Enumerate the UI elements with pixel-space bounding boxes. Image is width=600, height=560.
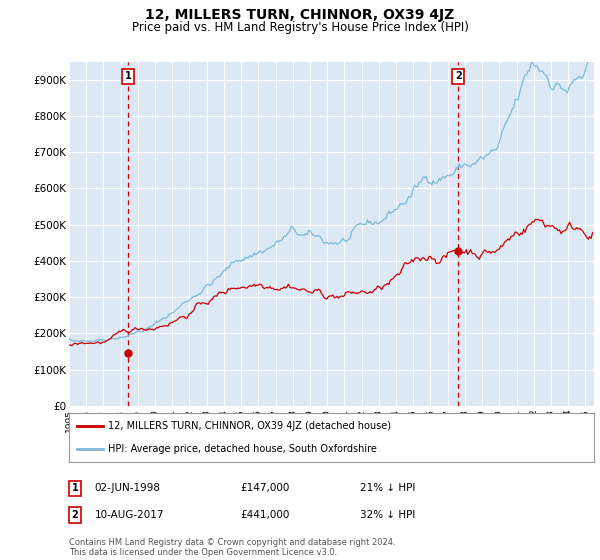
Text: 2: 2 <box>71 510 79 520</box>
Text: Price paid vs. HM Land Registry's House Price Index (HPI): Price paid vs. HM Land Registry's House … <box>131 21 469 34</box>
Text: 1: 1 <box>71 483 79 493</box>
Text: 2: 2 <box>455 71 461 81</box>
Text: 1: 1 <box>124 71 131 81</box>
Text: 32% ↓ HPI: 32% ↓ HPI <box>360 510 415 520</box>
Text: Contains HM Land Registry data © Crown copyright and database right 2024.
This d: Contains HM Land Registry data © Crown c… <box>69 538 395 557</box>
Text: 12, MILLERS TURN, CHINNOR, OX39 4JZ (detached house): 12, MILLERS TURN, CHINNOR, OX39 4JZ (det… <box>109 421 391 431</box>
Text: 12, MILLERS TURN, CHINNOR, OX39 4JZ: 12, MILLERS TURN, CHINNOR, OX39 4JZ <box>145 8 455 22</box>
Text: 21% ↓ HPI: 21% ↓ HPI <box>360 483 415 493</box>
Text: 02-JUN-1998: 02-JUN-1998 <box>95 483 161 493</box>
Text: £147,000: £147,000 <box>240 483 289 493</box>
Text: £441,000: £441,000 <box>240 510 289 520</box>
Text: HPI: Average price, detached house, South Oxfordshire: HPI: Average price, detached house, Sout… <box>109 444 377 454</box>
Text: 10-AUG-2017: 10-AUG-2017 <box>95 510 164 520</box>
